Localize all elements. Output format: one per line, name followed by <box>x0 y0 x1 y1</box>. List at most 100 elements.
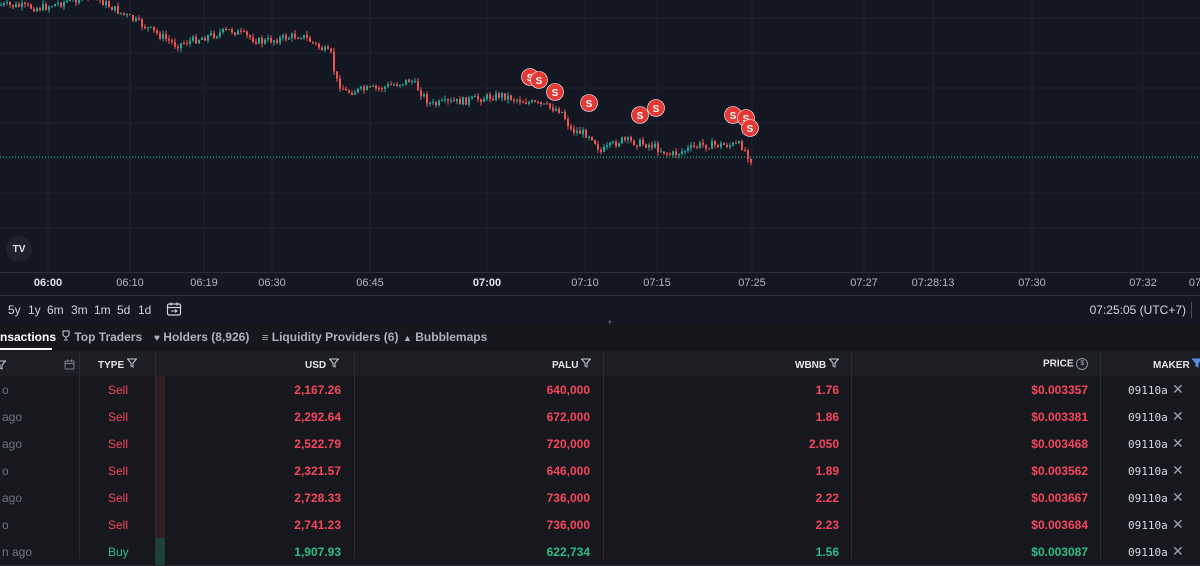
row-maker[interactable]: 09110a <box>1128 519 1168 532</box>
wbnb-filter-icon[interactable] <box>829 360 839 371</box>
candle-body <box>414 81 416 82</box>
range-5y[interactable]: 5y <box>8 303 21 317</box>
row-maker[interactable]: 09110a <box>1128 438 1168 451</box>
sell-marker[interactable]: S <box>531 72 548 89</box>
row-maker[interactable]: 09110a <box>1128 384 1168 397</box>
tab-holders[interactable]: ♥ Holders (8,926) <box>154 330 249 344</box>
range-1m[interactable]: 1m <box>94 303 111 317</box>
currency-toggle-icon[interactable]: $ <box>1076 358 1088 370</box>
filter-out-icon[interactable]: ✕ <box>1172 408 1184 425</box>
candle-body <box>186 43 188 44</box>
candle-body <box>699 143 701 148</box>
candle-body <box>141 19 143 27</box>
candle-body <box>168 39 170 40</box>
header-maker[interactable]: MAKER <box>1153 358 1200 371</box>
row-maker[interactable]: 09110a <box>1128 411 1168 424</box>
header-palu[interactable]: PALU <box>552 358 591 371</box>
range-1y[interactable]: 1y <box>28 303 41 317</box>
filter-out-icon[interactable]: ✕ <box>1172 381 1184 398</box>
candle-body <box>483 99 485 102</box>
sell-marker-label: S <box>586 99 593 110</box>
candle-body <box>663 151 665 153</box>
range-5d[interactable]: 5d <box>117 303 130 317</box>
time-tick-label: 07:15 <box>643 277 671 289</box>
header-price-label: PRICE <box>1043 359 1074 370</box>
row-age: ago <box>2 410 22 424</box>
filter-icon[interactable] <box>0 357 6 375</box>
candle-body <box>735 143 737 144</box>
calendar-icon[interactable] <box>64 357 75 375</box>
candle-body <box>636 145 638 146</box>
maker-filter-icon[interactable] <box>1192 360 1200 371</box>
candle-body <box>537 102 539 103</box>
sell-marker[interactable]: S <box>581 95 598 112</box>
tab-bubblemaps[interactable]: ▲ Bubblemaps <box>403 330 487 344</box>
header-wbnb[interactable]: WBNB <box>795 358 839 371</box>
candle-body <box>390 84 392 85</box>
sell-marker[interactable]: S <box>632 107 649 124</box>
row-palu: 736,000 <box>547 491 590 505</box>
candle-body <box>204 38 206 41</box>
candle-body <box>243 31 245 32</box>
sell-marker[interactable]: S <box>648 100 665 117</box>
filter-out-icon[interactable]: ✕ <box>1172 435 1184 452</box>
goto-date-icon[interactable] <box>166 301 182 322</box>
candle-body <box>288 38 290 40</box>
sell-marker-label: S <box>653 104 660 115</box>
filter-out-icon[interactable]: ✕ <box>1172 516 1184 533</box>
candle-body <box>582 130 584 134</box>
candle-body <box>486 94 488 99</box>
row-maker[interactable]: 09110a <box>1128 546 1168 559</box>
row-price: $0.003381 <box>1031 410 1088 424</box>
tab-top-traders[interactable]: Top Traders <box>61 330 142 344</box>
header-type[interactable]: TYPE <box>98 358 137 371</box>
header-price[interactable]: PRICE $ <box>1043 358 1088 370</box>
tradingview-logo-text: TV <box>13 244 26 255</box>
usd-filter-icon[interactable] <box>329 360 339 371</box>
sell-marker[interactable]: S <box>547 84 564 101</box>
header-usd[interactable]: USD <box>305 358 339 371</box>
filter-out-icon[interactable]: ✕ <box>1172 489 1184 506</box>
row-maker[interactable]: 09110a <box>1128 465 1168 478</box>
candle-body <box>339 79 341 89</box>
candle-body <box>558 109 560 113</box>
tab-transactions[interactable]: nsactions <box>0 330 56 344</box>
row-wbnb: 1.76 <box>816 383 839 397</box>
range-1d[interactable]: 1d <box>138 303 151 317</box>
candle-body <box>519 100 521 102</box>
sell-marker[interactable]: S <box>742 120 759 137</box>
filter-out-icon[interactable]: ✕ <box>1172 543 1184 560</box>
sell-marker-label: S <box>552 88 559 99</box>
candle-body <box>441 100 443 101</box>
candle-body <box>111 7 113 10</box>
row-age: ago <box>2 491 22 505</box>
candle-body <box>336 71 338 78</box>
range-3m[interactable]: 3m <box>71 303 88 317</box>
palu-filter-icon[interactable] <box>581 360 591 371</box>
row-maker[interactable]: 09110a <box>1128 492 1168 505</box>
candle-body <box>108 1 110 7</box>
candle-body <box>318 43 320 47</box>
tab-liquidity-providers[interactable]: ≡ Liquidity Providers (6) <box>262 330 398 344</box>
type-filter-icon[interactable] <box>127 360 137 371</box>
candle-body <box>21 3 23 7</box>
time-tick-label: 07:27 <box>850 277 878 289</box>
row-palu: 672,000 <box>547 410 590 424</box>
candle-body <box>57 3 59 4</box>
range-6m[interactable]: 6m <box>47 303 64 317</box>
filter-out-icon[interactable]: ✕ <box>1172 462 1184 479</box>
sell-marker-label: S <box>730 111 737 122</box>
utc-clock[interactable]: 07:25:05 (UTC+7) <box>1090 303 1186 317</box>
table-header: TYPE USD PALU WBNB PRICE $ MAKER <box>0 351 1200 376</box>
